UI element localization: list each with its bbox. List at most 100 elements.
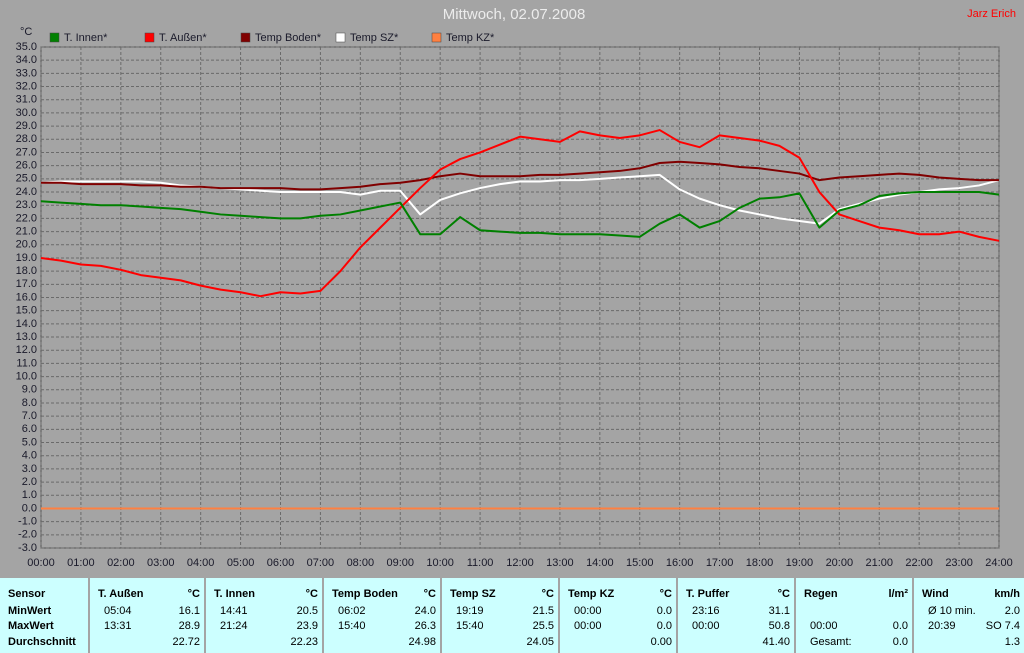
y-tick-label: 11.0 [16, 357, 37, 369]
x-tick-label: 17:00 [706, 557, 734, 569]
table-header: T. Außen [98, 588, 144, 600]
table-cell: Gesamt: [810, 636, 852, 648]
y-tick-label: 8.0 [22, 397, 37, 409]
y-tick-label: -2.0 [18, 529, 37, 541]
table-cell: 24.05 [526, 636, 554, 648]
x-tick-label: 05:00 [227, 557, 255, 569]
table-cell: 00:00 [574, 605, 602, 617]
table-header: T. Puffer [686, 588, 730, 600]
x-tick-label: 24:00 [985, 557, 1013, 569]
table-cell: 25.5 [533, 620, 554, 632]
y-tick-label: 29.0 [16, 120, 37, 132]
table-unit: °C [542, 588, 554, 600]
y-tick-label: 32.0 [16, 80, 37, 92]
x-tick-label: 21:00 [865, 557, 893, 569]
y-tick-label: 25.0 [16, 173, 37, 185]
table-cell: 21:24 [220, 620, 248, 632]
table-cell: MaxWert [8, 620, 54, 632]
y-tick-label: 12.0 [16, 344, 37, 356]
table-cell: MinWert [8, 605, 52, 617]
x-tick-label: 20:00 [826, 557, 854, 569]
legend-marker [240, 32, 251, 43]
y-tick-label: 34.0 [16, 54, 37, 66]
table-cell: 22.72 [172, 636, 200, 648]
y-tick-label: 10.0 [16, 371, 37, 383]
table-cell: 0.0 [893, 636, 908, 648]
legend-label: T. Innen* [64, 32, 108, 44]
y-axis-label: °C [20, 26, 32, 38]
x-tick-label: 04:00 [187, 557, 215, 569]
table-unit: km/h [994, 588, 1020, 600]
table-cell: 00:00 [810, 620, 838, 632]
chart-title: Mittwoch, 02.07.2008 [443, 6, 586, 23]
table-cell: 20:39 [928, 620, 956, 632]
y-tick-label: 7.0 [22, 410, 37, 422]
y-tick-label: 31.0 [16, 94, 37, 106]
table-unit: °C [188, 588, 200, 600]
x-tick-label: 15:00 [626, 557, 654, 569]
table-cell: 24.0 [415, 605, 436, 617]
y-tick-label: 9.0 [22, 384, 37, 396]
y-tick-label: 19.0 [16, 252, 37, 264]
table-header: Temp KZ [568, 588, 615, 600]
legend-marker [431, 32, 442, 43]
table-header: Sensor [8, 588, 46, 600]
table-header: Wind [922, 588, 949, 600]
x-tick-label: 19:00 [786, 557, 814, 569]
table-cell: 21.5 [533, 605, 554, 617]
y-tick-label: 21.0 [16, 225, 37, 237]
y-tick-label: 24.0 [16, 186, 37, 198]
table-cell: 20.5 [297, 605, 318, 617]
y-tick-label: 6.0 [22, 423, 37, 435]
y-tick-label: 27.0 [16, 146, 37, 158]
table-cell: 13:31 [104, 620, 132, 632]
x-tick-label: 16:00 [666, 557, 694, 569]
series-line [40, 129, 1000, 298]
table-unit: l/m² [888, 588, 908, 600]
x-tick-label: 14:00 [586, 557, 614, 569]
y-tick-label: 5.0 [22, 436, 37, 448]
y-tick-label: -1.0 [18, 516, 37, 528]
x-tick-label: 06:00 [267, 557, 295, 569]
x-tick-label: 12:00 [506, 557, 534, 569]
table-cell: 06:02 [338, 605, 366, 617]
table-cell: 0.0 [657, 620, 672, 632]
y-tick-label: 14.0 [16, 318, 37, 330]
x-tick-label: 09:00 [386, 557, 414, 569]
y-tick-label: 13.0 [16, 331, 37, 343]
x-tick-label: 23:00 [945, 557, 973, 569]
y-tick-label: 0.0 [22, 502, 37, 514]
table-cell: SO 7.4 [986, 620, 1020, 632]
table-cell: 2.0 [1005, 605, 1020, 617]
x-tick-label: 00:00 [27, 557, 55, 569]
table-cell: 16.1 [179, 605, 200, 617]
table-background [0, 578, 1024, 653]
y-tick-label: 26.0 [16, 160, 37, 172]
table-cell: 23.9 [297, 620, 318, 632]
y-tick-label: 30.0 [16, 107, 37, 119]
y-tick-label: 33.0 [16, 67, 37, 79]
table-cell: 1.3 [1005, 636, 1020, 648]
x-tick-label: 01:00 [67, 557, 95, 569]
table-header: Temp SZ [450, 588, 496, 600]
table-cell: 24.98 [408, 636, 436, 648]
table-cell: 0.00 [651, 636, 672, 648]
y-tick-label: 4.0 [22, 450, 37, 462]
table-header: T. Innen [214, 588, 255, 600]
table-cell: 31.1 [769, 605, 790, 617]
table-unit: °C [660, 588, 672, 600]
table-cell: 00:00 [574, 620, 602, 632]
y-tick-label: 1.0 [22, 489, 37, 501]
y-tick-label: 3.0 [22, 463, 37, 475]
table-cell: 19:19 [456, 605, 484, 617]
y-tick-label: 16.0 [16, 291, 37, 303]
y-tick-label: 15.0 [16, 305, 37, 317]
legend-label: T. Außen* [159, 32, 207, 44]
legend-marker [144, 32, 155, 43]
table-cell: 15:40 [338, 620, 366, 632]
y-tick-label: 20.0 [16, 239, 37, 251]
y-tick-label: -3.0 [18, 542, 37, 554]
x-tick-label: 02:00 [107, 557, 135, 569]
x-tick-label: 11:00 [467, 557, 494, 569]
series-line [40, 191, 1000, 238]
